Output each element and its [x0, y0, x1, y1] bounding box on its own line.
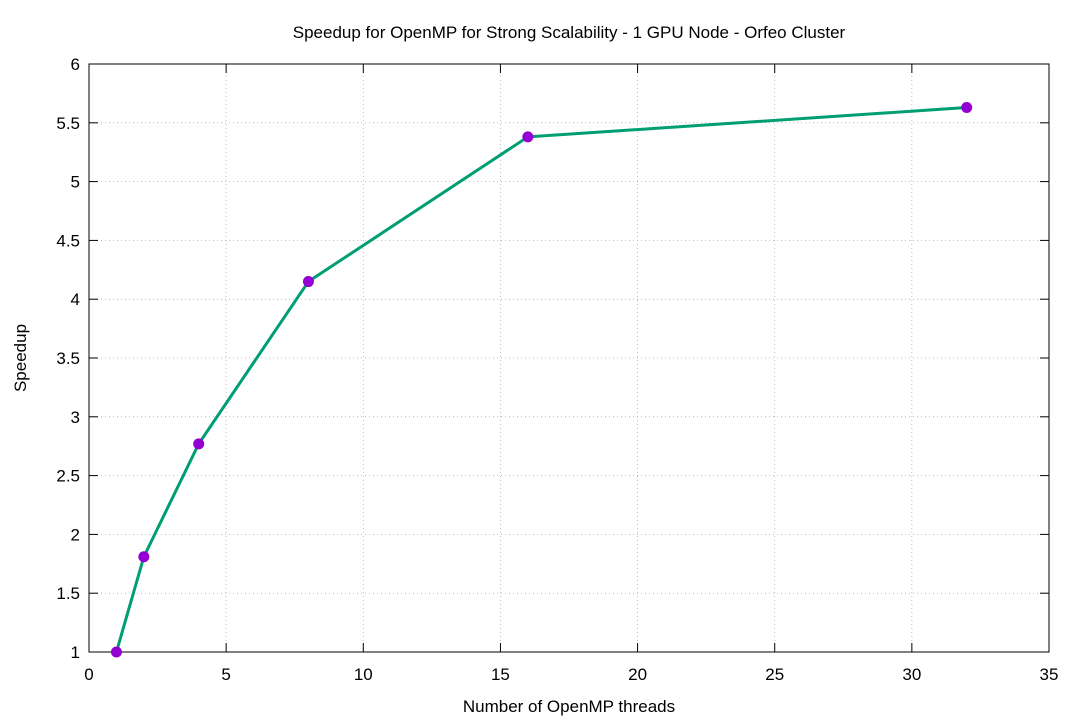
x-tick-labels: 0 5 10 15 20 25 30 35: [84, 665, 1058, 684]
x-tick-label: 20: [628, 665, 647, 684]
y-tick-labels: 1 1.5 2 2.5 3 3.5 4 4.5 5 5.5 6: [56, 55, 80, 662]
data-point: [193, 438, 205, 450]
chart-title: Speedup for OpenMP for Strong Scalabilit…: [293, 23, 846, 42]
y-tick-label: 5.5: [56, 114, 80, 133]
x-axis-label: Number of OpenMP threads: [463, 697, 675, 716]
x-tick-label: 5: [221, 665, 230, 684]
series-line: [114, 106, 969, 654]
data-point: [522, 131, 534, 143]
x-tick-label: 10: [354, 665, 373, 684]
y-tick-label: 5: [71, 173, 80, 192]
plot-frame: [88, 63, 1050, 653]
y-tick-label: 3.5: [56, 349, 80, 368]
data-point: [961, 102, 973, 114]
y-tick-label: 4: [71, 290, 80, 309]
series-layer: [110, 102, 973, 658]
x-tick-label: 15: [491, 665, 510, 684]
y-tick-label: 4.5: [56, 231, 80, 250]
y-tick-label: 1.5: [56, 584, 80, 603]
x-tick-label: 25: [765, 665, 784, 684]
y-tick-label: 1: [71, 643, 80, 662]
x-tick-label: 35: [1040, 665, 1059, 684]
x-tick-label: 30: [902, 665, 921, 684]
y-axis-label: Speedup: [11, 324, 30, 392]
y-tick-label: 6: [71, 55, 80, 74]
data-point: [110, 646, 122, 658]
grid-lines: [89, 64, 1049, 652]
data-point: [302, 276, 314, 288]
data-point: [138, 551, 150, 563]
y-tick-label: 2: [71, 525, 80, 544]
x-tick-label: 0: [84, 665, 93, 684]
y-tick-label: 3: [71, 408, 80, 427]
y-tick-label: 2.5: [56, 467, 80, 486]
